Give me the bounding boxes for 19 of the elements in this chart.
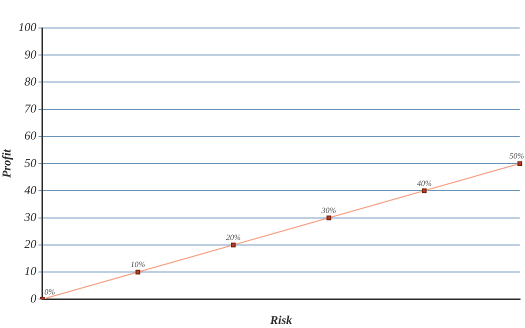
y-tick-label: 20 [24, 237, 36, 252]
data-label: 20% [226, 233, 242, 242]
y-tick-label: 80 [24, 74, 36, 88]
y-tick-label: 70 [24, 102, 36, 116]
y-tick-label: 90 [24, 47, 36, 62]
data-label: 50% [509, 152, 524, 161]
x-axis-title: Risk [269, 312, 292, 327]
y-tick-label: 10 [24, 264, 36, 278]
data-label: 40% [416, 178, 432, 188]
data-label: 30% [320, 206, 337, 215]
data-label: 0% [44, 287, 56, 296]
y-tick-label: 40 [24, 182, 36, 197]
y-tick-label: 60 [24, 128, 36, 143]
y-tick-label: 30 [23, 210, 36, 224]
y-tick-label: 0 [30, 291, 36, 306]
y-tick-label: 50 [24, 156, 36, 170]
y-axis-title: Profit [0, 148, 14, 178]
data-label: 10% [130, 260, 146, 270]
y-tick-label: 100 [18, 20, 36, 34]
